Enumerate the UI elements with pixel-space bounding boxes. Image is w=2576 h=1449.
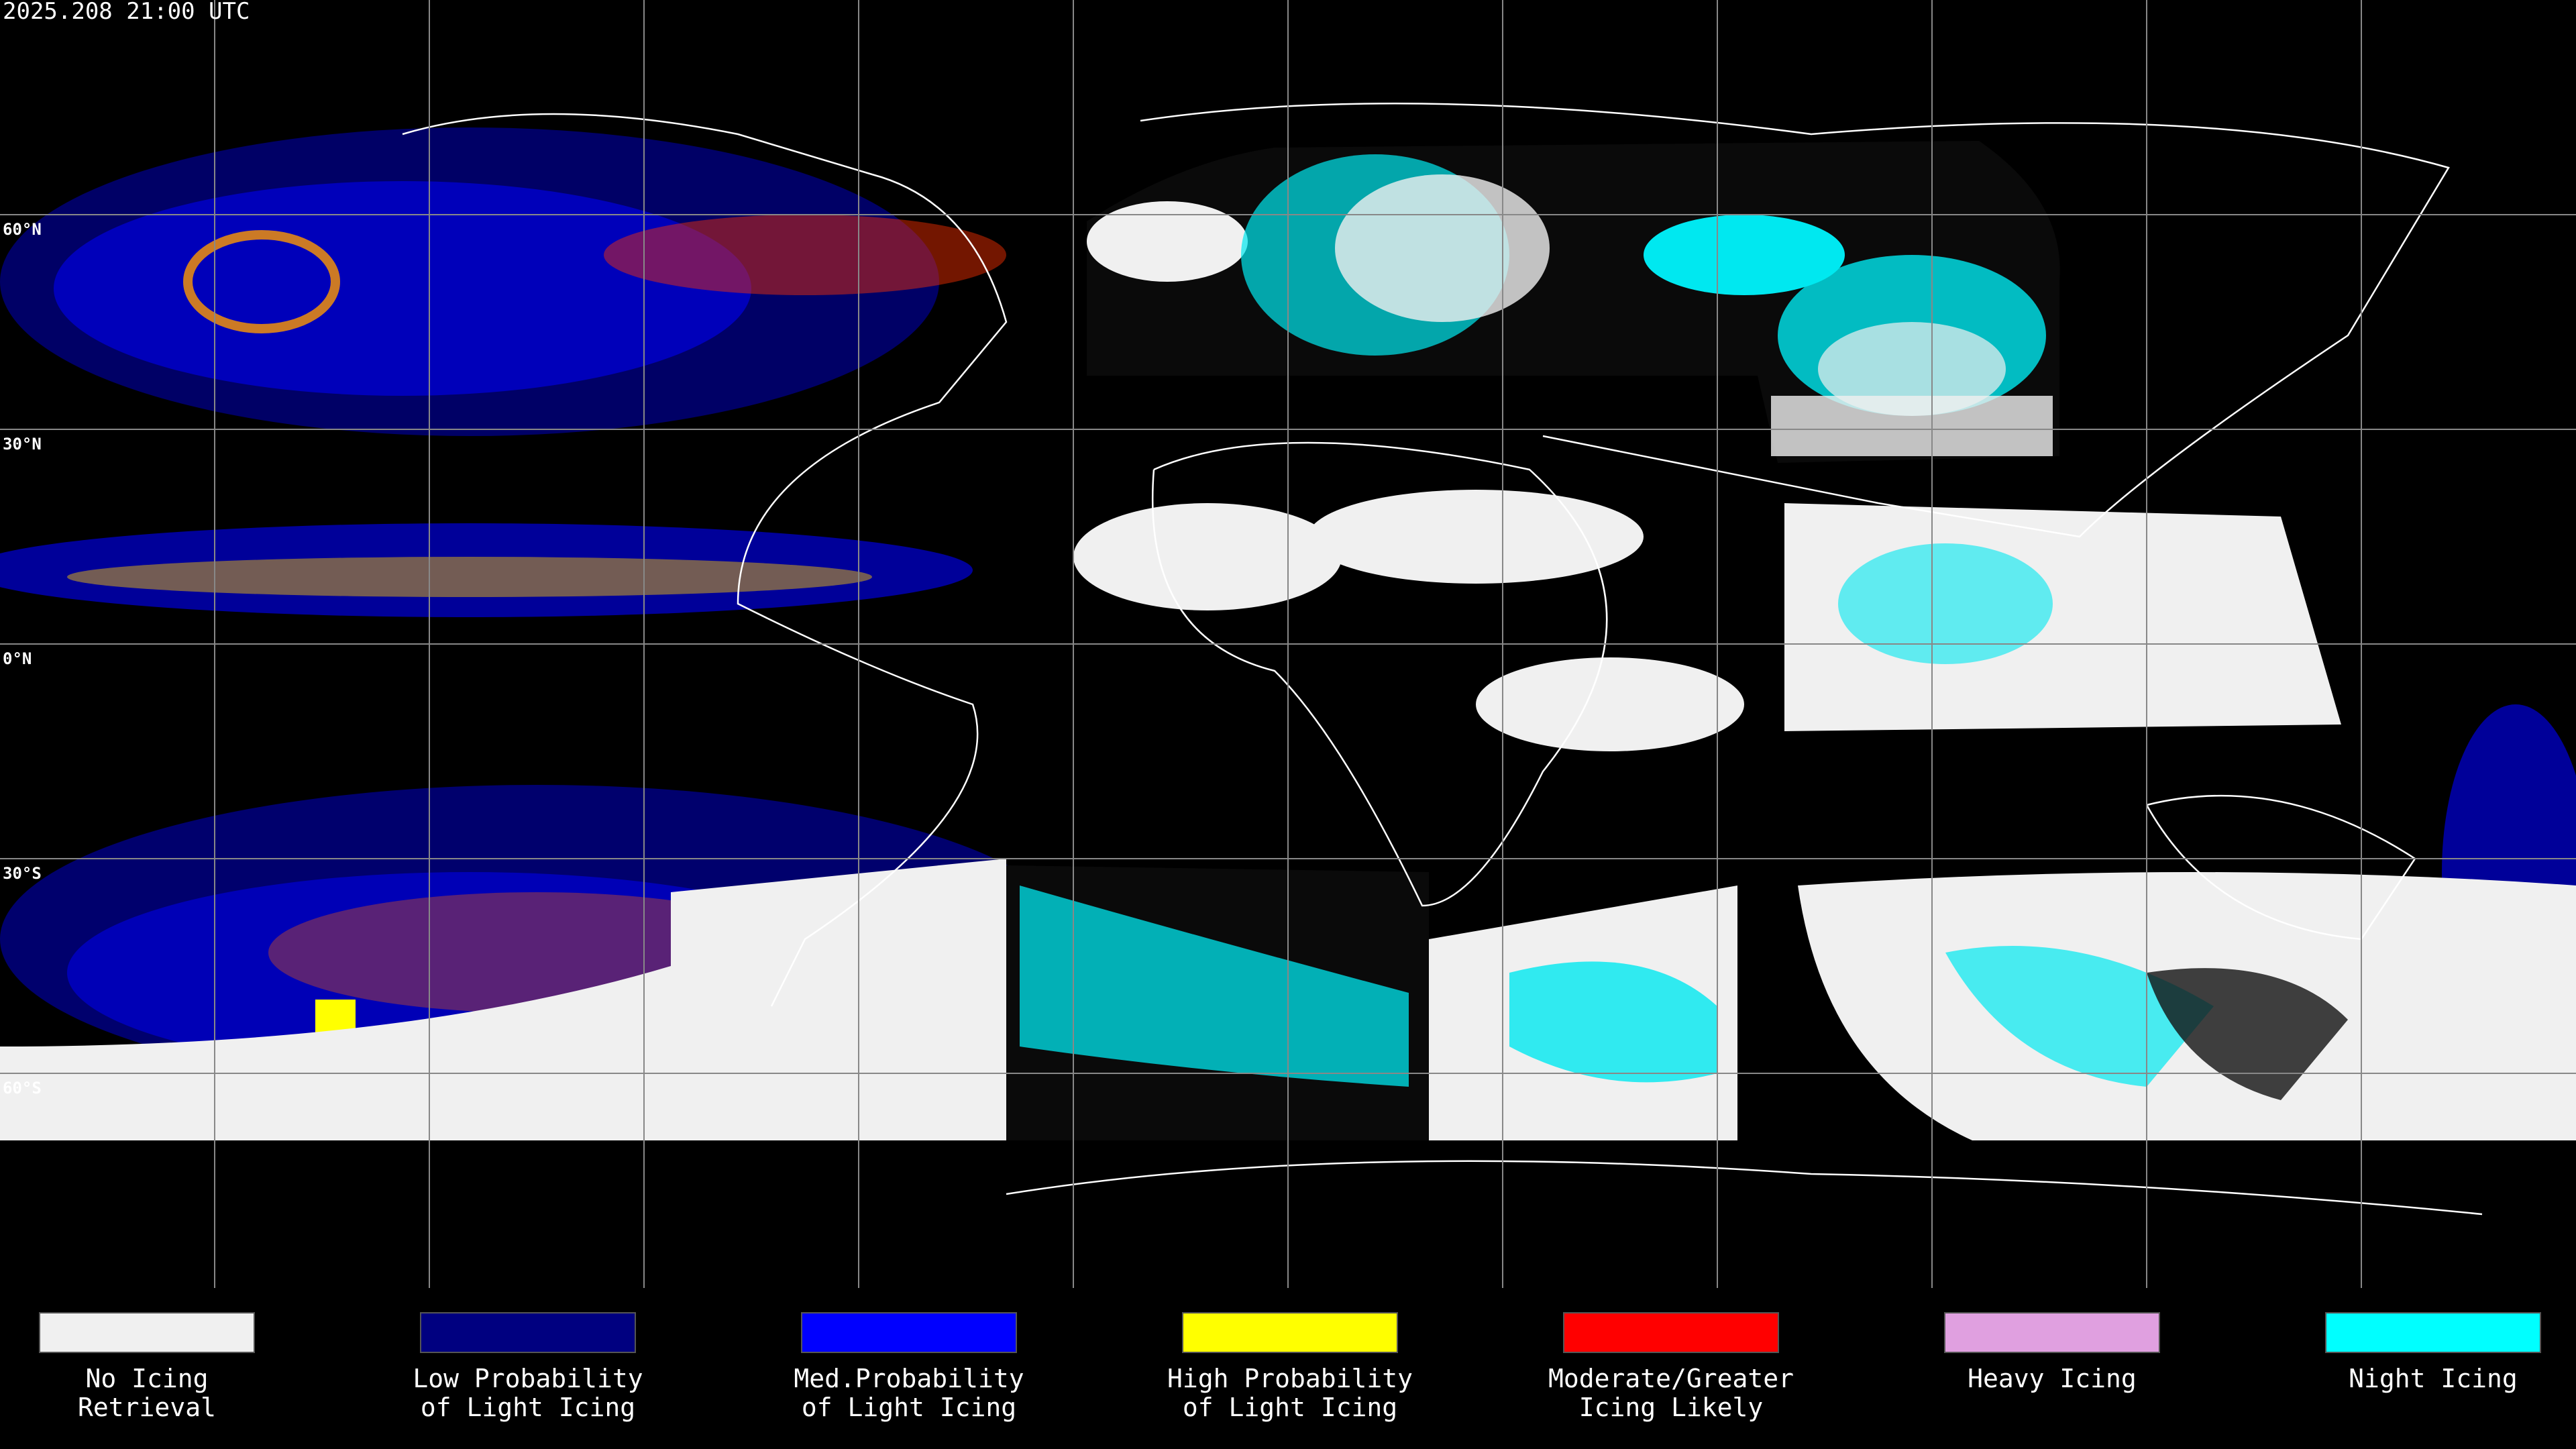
legend-label: of Light Icing bbox=[421, 1393, 635, 1422]
legend-label: Med.Probability bbox=[794, 1364, 1024, 1393]
graticule bbox=[0, 0, 2576, 1288]
lat-label: 30°S bbox=[3, 864, 42, 883]
legend-swatch bbox=[1563, 1312, 1779, 1353]
legend-label: No Icing bbox=[85, 1364, 208, 1393]
legend-swatch bbox=[1182, 1312, 1398, 1353]
legend-label: Retrieval bbox=[78, 1393, 216, 1422]
cloud-field bbox=[0, 127, 2576, 1140]
legend-swatch bbox=[420, 1312, 636, 1353]
lat-label: 60°N bbox=[3, 220, 42, 239]
legend-label: High Probability bbox=[1167, 1364, 1413, 1393]
legend-label: of Light Icing bbox=[802, 1393, 1016, 1422]
legend-label: Night Icing bbox=[2349, 1364, 2518, 1393]
legend-swatch bbox=[801, 1312, 1017, 1353]
legend-swatch bbox=[1944, 1312, 2160, 1353]
lat-label: 0°N bbox=[3, 649, 32, 668]
legend-label: of Light Icing bbox=[1183, 1393, 1397, 1422]
legend-swatch bbox=[39, 1312, 255, 1353]
lat-label: 60°S bbox=[3, 1079, 42, 1097]
legend-swatch bbox=[2325, 1312, 2541, 1353]
lat-label: 30°N bbox=[3, 435, 42, 453]
timestamp: 2025.208 21:00 UTC bbox=[3, 0, 250, 25]
legend-label: Icing Likely bbox=[1579, 1393, 1764, 1422]
legend-label: Heavy Icing bbox=[1968, 1364, 2137, 1393]
legend-label: Low Probability bbox=[413, 1364, 643, 1393]
legend-label: Moderate/Greater bbox=[1548, 1364, 1794, 1393]
